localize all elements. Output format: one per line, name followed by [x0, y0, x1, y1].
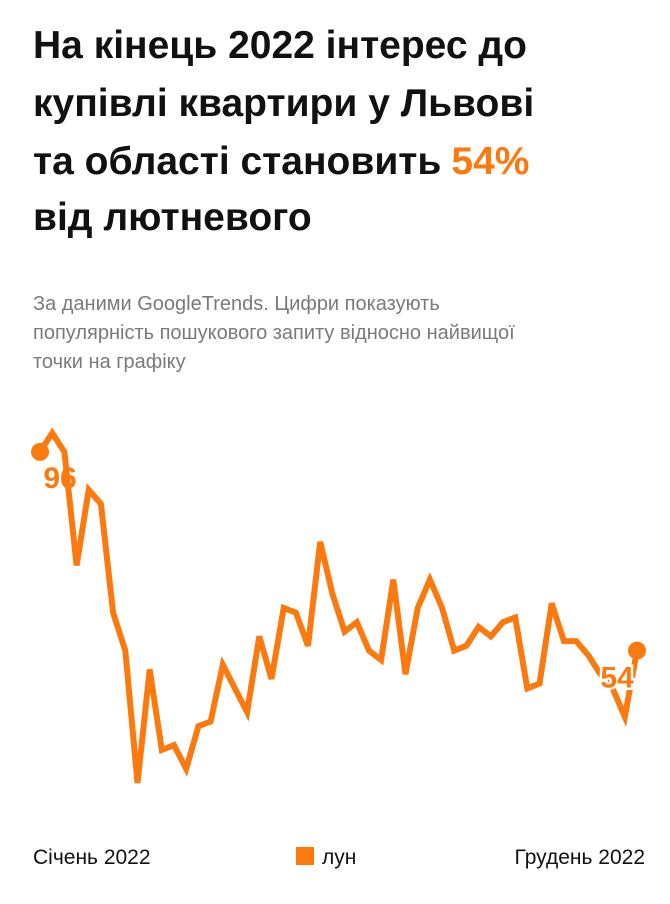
title-line: від лютневого [33, 196, 312, 239]
x-start-label: Січень 2022 [33, 846, 151, 869]
end-marker [628, 641, 646, 660]
brand-logo [296, 847, 314, 865]
end-marker [31, 442, 49, 461]
data-label: 96 [43, 462, 76, 495]
title-line: купівлі квартири у Львові [33, 82, 534, 125]
title-line: та області становить 54% [33, 140, 529, 183]
subtitle-line: За даними GoogleTrends. Цифри показують [33, 293, 440, 315]
title-line: На кінець 2022 інтерес до [33, 24, 527, 67]
subtitle-line: популярність пошукового запиту відносно … [33, 322, 515, 344]
data-label: 54 [600, 662, 634, 695]
brand: лун [322, 846, 356, 869]
line [37, 427, 640, 784]
x-end-label: Грудень 2022 [515, 846, 645, 869]
title-highlight: 54% [451, 140, 529, 183]
subtitle-line: точки на графіку [33, 351, 186, 373]
title-line: та області становить [33, 140, 441, 183]
